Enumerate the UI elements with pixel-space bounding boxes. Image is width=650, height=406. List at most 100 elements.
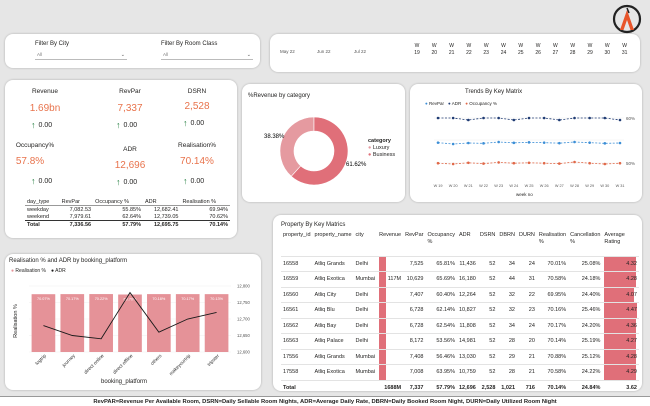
donut-chart: 38.38% 61.62%: [264, 116, 367, 186]
table-cell: 34: [497, 318, 517, 334]
table-cell: weekend: [27, 213, 50, 220]
week-option[interactable]: W 23: [483, 43, 489, 56]
table-cell: 52: [477, 256, 498, 272]
table-header[interactable]: DSRN: [477, 232, 498, 257]
occupancy-value: 57.8%: [15, 156, 45, 167]
data-point: [497, 161, 500, 164]
rating-bar: [604, 349, 636, 364]
rating-bar: [604, 303, 638, 318]
week-option[interactable]: W 26: [535, 43, 541, 56]
table-cell: 52: [477, 318, 498, 334]
table-cell: 10,827: [456, 302, 478, 319]
table-header[interactable]: Realisation %: [180, 198, 230, 206]
week-option[interactable]: W 20: [431, 43, 438, 56]
table-header[interactable]: Realisation %: [536, 232, 569, 257]
week-option[interactable]: W 22: [466, 43, 472, 56]
data-point: [512, 141, 516, 145]
week-option[interactable]: W 21: [448, 43, 455, 56]
adr-value: 12,696: [114, 160, 146, 171]
week-option[interactable]: W 27: [552, 43, 559, 56]
bar-journey: [60, 294, 85, 352]
table-header[interactable]: Average Rating: [602, 232, 639, 257]
donut-title: %Revenue by category: [248, 93, 311, 99]
arrow-up-icon: ↑: [183, 176, 188, 186]
month-option[interactable]: May 22: [280, 49, 295, 54]
table-cell: 70.14%: [536, 379, 569, 391]
table-header[interactable]: DBRN: [497, 232, 517, 257]
legend-item-occupancy: ● Occupancy %: [465, 101, 497, 106]
x-tick-label: W 27: [555, 184, 564, 188]
table-cell: 13,030: [456, 349, 478, 365]
data-point: [618, 141, 622, 145]
table-cell: 716: [517, 379, 537, 391]
table-cell: Total: [281, 379, 313, 391]
table-row: 16562 Atliq Bay Delhi 6,728 62.54% 11,808 52 34…: [281, 318, 639, 334]
table-cell: 52: [477, 333, 498, 350]
table-cell: 53.56%: [425, 333, 457, 350]
table-header[interactable]: property_id: [281, 232, 313, 257]
table-cell: 23: [517, 302, 537, 319]
table-cell: 12,739.05: [153, 213, 179, 220]
table-cell: 12,264: [456, 287, 478, 303]
table-cell: Mumbai: [353, 364, 378, 381]
table-header[interactable]: RevPar: [403, 232, 426, 257]
table-cell: 34: [497, 256, 517, 272]
week-option[interactable]: W 29: [587, 43, 593, 56]
week-option[interactable]: W 28: [569, 43, 576, 56]
month-option[interactable]: Jul 22: [354, 49, 367, 54]
arrow-up-icon: ↑: [183, 118, 188, 128]
table-cell: 16562: [281, 318, 313, 334]
table-header[interactable]: Revenue: [377, 232, 404, 257]
week-option[interactable]: W 19: [414, 43, 420, 56]
table-cell: 16558: [281, 256, 313, 272]
x-tick-label: others: [150, 353, 164, 367]
table-header[interactable]: property_name: [312, 232, 354, 257]
table-cell: 25.46%: [568, 302, 603, 319]
data-point: [542, 141, 546, 144]
legend-item-luxury: ● Luxury: [368, 145, 390, 151]
table-header[interactable]: Occupancy %: [425, 232, 457, 257]
table-header[interactable]: city: [353, 232, 378, 257]
week-option[interactable]: W 24: [500, 43, 507, 56]
table-header[interactable]: Occupancy %: [93, 198, 143, 206]
table-cell: 63.95%: [425, 364, 457, 381]
table-header[interactable]: day_type: [25, 198, 60, 206]
table-cell: 7,336.56: [59, 220, 94, 228]
room-filter-dropdown[interactable]: All ⌄: [161, 52, 253, 60]
table-header[interactable]: RevPar: [59, 198, 94, 206]
table-cell: 57.79%: [425, 379, 457, 391]
city-filter-dropdown[interactable]: All ⌄: [35, 52, 127, 60]
table-cell: Delhi: [353, 256, 378, 272]
trends-xlabel: week no: [516, 192, 533, 197]
table-cell: 11,436: [456, 256, 478, 272]
y-tick-label: 12,600: [237, 350, 250, 355]
table-header[interactable]: ADR: [456, 232, 478, 257]
table-cell: 21: [517, 349, 537, 365]
revenue-category-card: %Revenue by category 38.38% 61.62% categ…: [242, 84, 405, 202]
table-cell: 1,021: [497, 379, 517, 391]
table-cell: 3.62: [602, 379, 639, 391]
revpar-label: RevPar: [119, 88, 141, 95]
data-point: [558, 118, 561, 122]
table-header[interactable]: ADR: [142, 198, 181, 206]
table-cell: Mumbai: [353, 349, 378, 365]
x-tick-label: W 24: [509, 184, 518, 188]
table-cell: 24.40%: [568, 287, 603, 303]
table-cell: 25.12%: [568, 349, 603, 365]
month-option[interactable]: Jun 22: [317, 49, 331, 54]
dsrn-label: DSRN: [187, 88, 207, 95]
table-cell: [377, 364, 404, 381]
y-tick-label: 60%: [626, 116, 635, 121]
data-label: 70.17%: [181, 297, 195, 301]
x-tick-label: W 23: [494, 184, 503, 188]
week-option[interactable]: W 25: [518, 43, 524, 56]
table-header[interactable]: DURN: [517, 232, 537, 257]
table-header[interactable]: Cancellation %: [568, 232, 603, 257]
week-option[interactable]: W 30: [604, 43, 611, 56]
data-point: [527, 161, 531, 165]
data-point: [482, 142, 485, 145]
arrow-up-icon: ↑: [116, 120, 121, 130]
week-option[interactable]: W 31: [621, 43, 628, 56]
table-row: 16561 Atliq Blu Delhi 6,728 62.14% 10,827 52 32…: [281, 302, 639, 319]
table-cell: 52: [477, 271, 498, 288]
